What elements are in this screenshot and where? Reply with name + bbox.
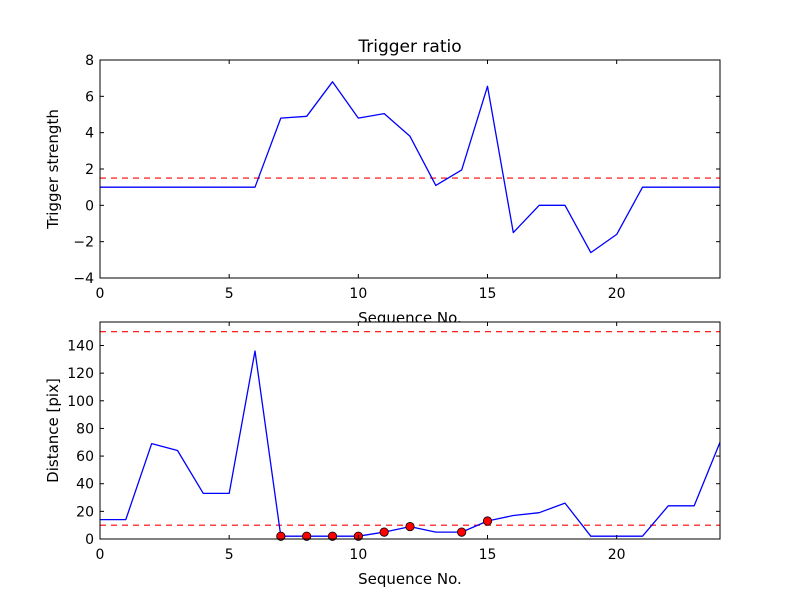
plot-area (100, 322, 720, 539)
marker-point (327, 531, 338, 541)
x-tick-label: 5 (225, 286, 234, 302)
y-tick-label: 120 (67, 366, 94, 382)
x-tick-label: 0 (96, 286, 105, 302)
y-tick-label: 140 (67, 338, 94, 354)
plot-area (100, 60, 720, 278)
marker-point (302, 531, 312, 541)
chart-title: Trigger ratio (357, 37, 461, 57)
y-tick-label: 100 (67, 394, 94, 410)
y-tick-label: 60 (76, 449, 94, 465)
y-tick-label: 20 (76, 504, 94, 520)
marker-point (405, 521, 415, 532)
marker-point (379, 527, 389, 537)
x-tick-label: 15 (479, 286, 497, 302)
x-tick-label: 20 (608, 286, 626, 302)
x-axis-label: Sequence No. (358, 570, 462, 588)
marker-point (482, 516, 493, 526)
axes-frame (99, 321, 721, 540)
x-tick-label: 10 (349, 286, 367, 302)
x-tick-label: 5 (225, 547, 234, 563)
x-tick-label: 20 (608, 547, 626, 563)
marker-point (457, 527, 467, 537)
y-tick-label: 2 (85, 162, 94, 178)
y-tick-label: 6 (85, 89, 94, 105)
chart-panel-bottom: 0 5 10 15 20 0 20 40 60 80 100 120 140 Sequence No. Di… (44, 321, 721, 588)
y-tick-label: 0 (85, 198, 94, 214)
y-tick-label: 0 (85, 532, 94, 548)
series-line-0 (100, 81, 720, 254)
x-tick-label: 0 (96, 547, 105, 563)
marker-point (276, 531, 286, 541)
y-tick-label: −4 (73, 271, 94, 287)
y-tick-label: 40 (76, 477, 94, 493)
y-tick-label: −2 (73, 235, 94, 251)
x-tick-label: 15 (479, 547, 497, 563)
y-tick-label: 80 (76, 421, 94, 437)
y-axis-label: Trigger strength (44, 109, 62, 230)
y-tick-label: 4 (85, 126, 94, 142)
y-axis-label: Distance [pix] (44, 378, 62, 483)
y-tick-label: 8 (85, 53, 94, 69)
x-tick-label: 10 (349, 547, 367, 563)
